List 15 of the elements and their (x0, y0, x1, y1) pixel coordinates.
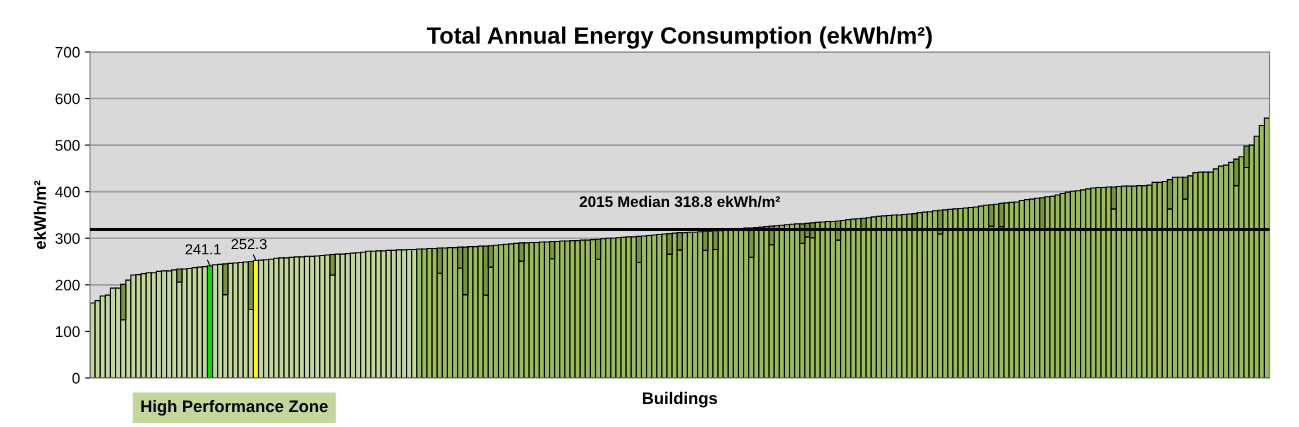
chart-title: Total Annual Energy Consumption (ekWh/m²) (426, 26, 932, 49)
y-tick-label: 300 (55, 233, 80, 244)
y-tick-label: 600 (55, 93, 80, 105)
data-label: 241.1 (185, 244, 221, 255)
x-axis-title: Buildings (642, 391, 718, 408)
y-tick-label: 100 (55, 326, 80, 338)
text: High Performance Zone (141, 399, 328, 416)
y-tick-label: 400 (55, 186, 80, 198)
y-tick-label: 700 (55, 46, 80, 58)
y-axis-title: ekWh/m² (33, 180, 47, 250)
data-label: 252.3 (231, 238, 267, 250)
y-tick-label: 200 (55, 279, 80, 291)
y-tick-label: 0 (72, 372, 80, 384)
ref-line-label: 2015 Median 318.8 ekWh/m² (579, 195, 781, 208)
y-tick-label: 500 (55, 139, 80, 151)
